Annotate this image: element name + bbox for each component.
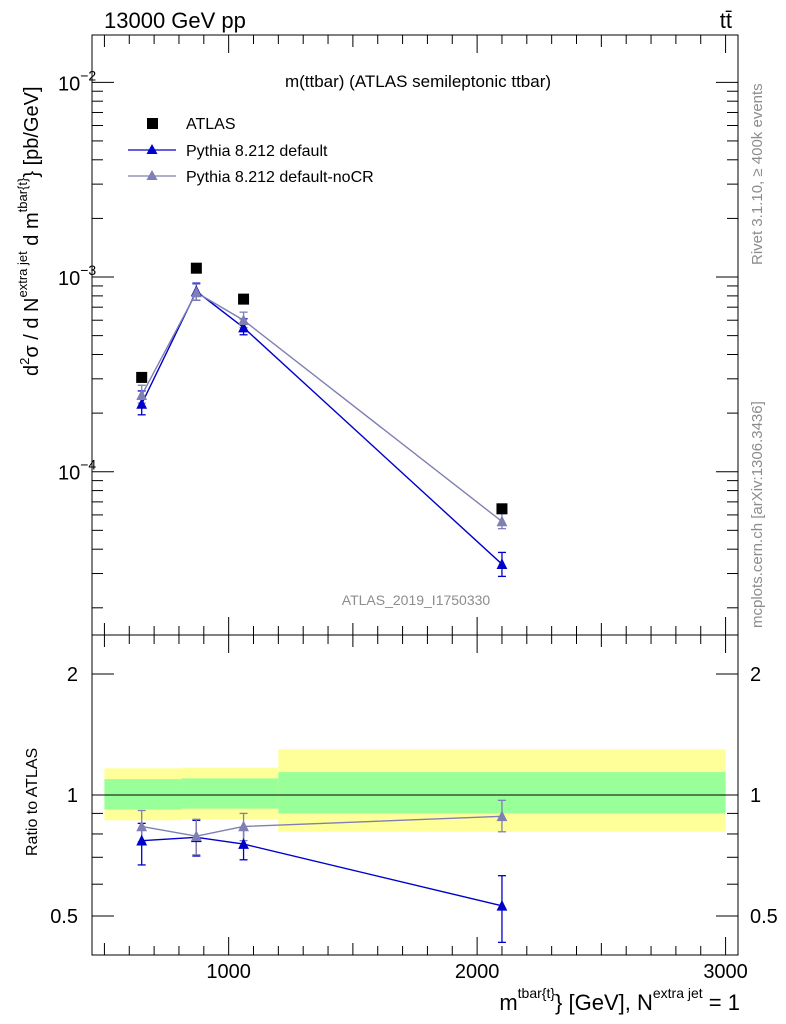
data-point-nocr <box>496 515 508 527</box>
ratio-line-default <box>141 836 503 907</box>
legend-default-label: Pythia 8.212 default <box>186 143 328 160</box>
chart-title: m(ttbar) (ATLAS semileptonic ttbar) <box>285 72 551 91</box>
x-tick-label: 2000 <box>455 961 500 983</box>
series-line-nocr <box>141 291 503 523</box>
data-point-default <box>238 321 249 333</box>
main-y-tick-label: 10−4 <box>58 457 96 485</box>
ratio-y-tick-label-right: 2 <box>750 664 761 686</box>
ratio-point-nocr <box>496 810 508 822</box>
main-y-axis-label: d2σ / d Nextra jet d mtbar{t}} [pb/GeV] <box>15 86 43 376</box>
uncertainty-band-green <box>104 779 182 810</box>
ratio-y-axis-label: Ratio to ATLAS <box>24 748 41 856</box>
legend-nocr-label: Pythia 8.212 default-noCR <box>186 169 374 186</box>
legend-nocr-marker <box>146 170 158 180</box>
data-point-atlas <box>136 371 148 383</box>
ratio-point-nocr <box>136 820 148 832</box>
mcplots-label: mcplots.cern.ch [arXiv:1306.3436] <box>749 401 766 628</box>
ratio-panel: 0.5 0.5 1 1 2 2 1000 2000 3000 Ratio to ATLAS mt… <box>24 634 778 1015</box>
data-point-atlas <box>238 293 250 305</box>
ratio-line-nocr <box>141 815 502 837</box>
legend-atlas-label: ATLAS <box>186 116 236 133</box>
series-line-default <box>141 290 503 565</box>
x-tick-label: 3000 <box>703 961 748 983</box>
analysis-watermark: ATLAS_2019_I1750330 <box>342 592 491 608</box>
process-label: tt̄ <box>720 8 732 33</box>
ratio-y-tick-label-left: 2 <box>67 664 78 686</box>
ratio-y-tick-label-left: 1 <box>67 785 78 807</box>
rivet-label: Rivet 3.1.10, ≥ 400k events <box>749 83 766 265</box>
legend-atlas-marker <box>147 118 158 129</box>
ratio-y-tick-label-right: 1 <box>750 785 761 807</box>
main-y-tick-label: 10−2 <box>58 67 96 95</box>
ratio-point-default <box>238 838 249 849</box>
ratio-point-default <box>136 834 148 846</box>
main-marks-layer <box>136 262 508 578</box>
ratio-y-tick-label-left: 0.5 <box>50 906 78 928</box>
data-point-nocr <box>190 286 202 298</box>
ratio-point-nocr <box>190 830 202 841</box>
ratio-point-default <box>496 899 508 911</box>
data-point-nocr <box>136 389 148 401</box>
data-point-default <box>136 397 148 409</box>
uncertainty-band-green <box>181 778 279 809</box>
main-panel: 10−2 10−3 10−4 m(ttbar) (ATLAS semileptoni… <box>15 34 739 636</box>
ratio-ticks-layer: 0.5 0.5 1 1 2 2 1000 2000 3000 <box>50 635 778 983</box>
data-point-atlas <box>190 262 202 274</box>
ratio-marks-layer <box>92 749 738 944</box>
data-point-nocr <box>238 314 249 326</box>
x-tick-label: 1000 <box>206 961 251 983</box>
ratio-point-nocr <box>238 820 249 832</box>
data-point-default <box>496 558 508 569</box>
main-y-tick-label: 10−3 <box>58 262 96 290</box>
x-axis-label: mtbar{t}} [GeV], Nextra jet = 1 <box>499 985 740 1015</box>
legend-default-marker <box>146 144 158 154</box>
main-ticks-layer: 10−2 10−3 10−4 <box>58 35 738 635</box>
ratio-y-tick-label-right: 0.5 <box>750 906 778 928</box>
data-point-atlas <box>496 503 508 515</box>
legend: ATLAS Pythia 8.212 default Pythia 8.212 … <box>128 116 374 186</box>
energy-label: 13000 GeV pp <box>104 8 246 33</box>
